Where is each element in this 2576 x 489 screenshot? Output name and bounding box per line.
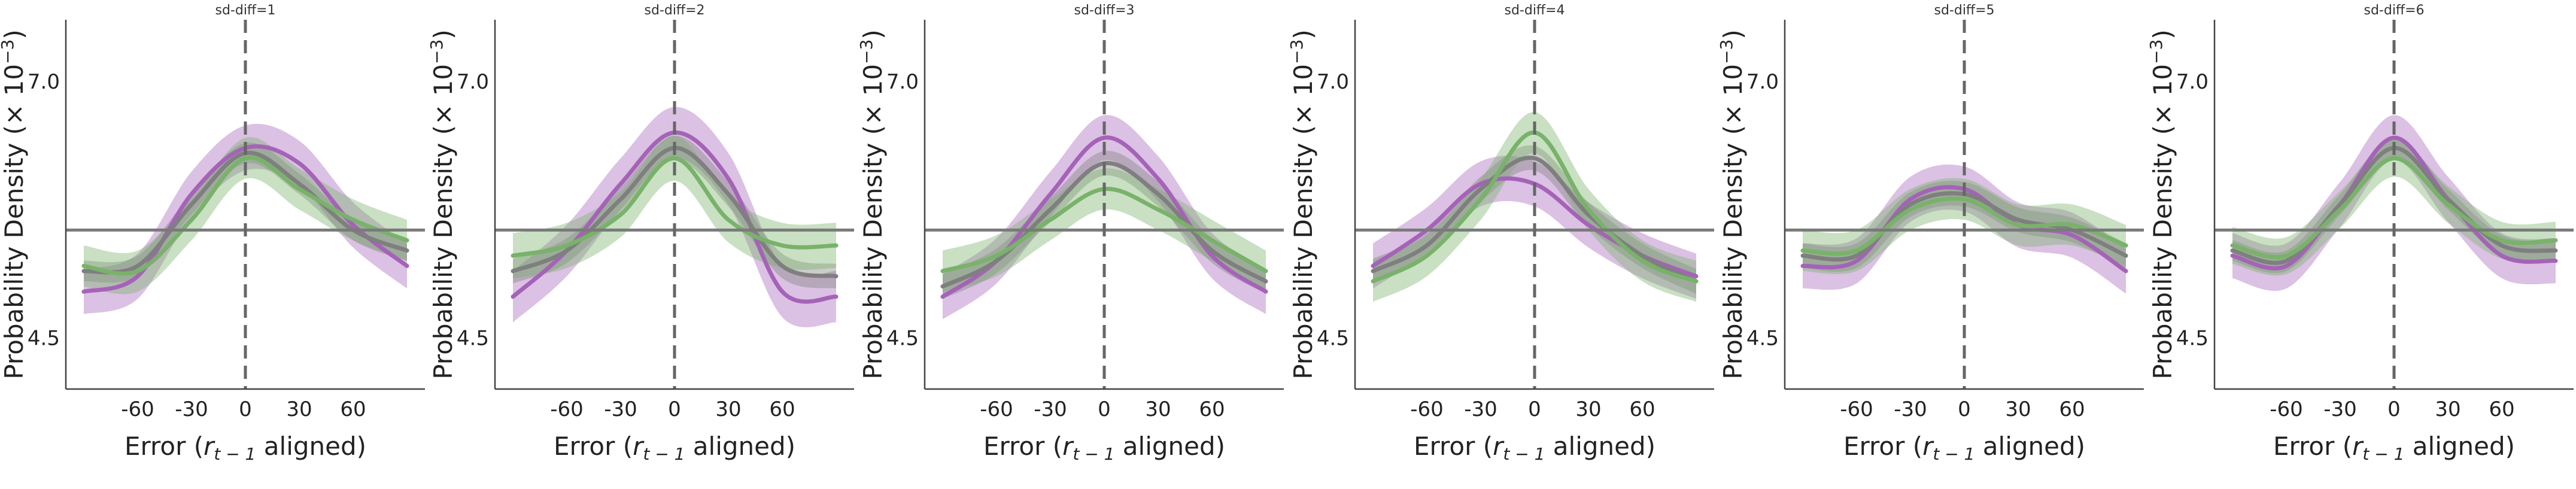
y-axis-label: Probability Density (× 10−3) xyxy=(856,29,888,379)
series-line-green xyxy=(1800,196,2128,256)
x-tick-label: 0 xyxy=(239,397,252,421)
x-tick-label: -30 xyxy=(1894,397,1927,421)
panel-title: sd-diff=6 xyxy=(2364,3,2424,18)
y-tick-label: 7.0 xyxy=(1746,70,1779,94)
y-tick-label: 4.5 xyxy=(1746,326,1779,350)
x-tick-label: 60 xyxy=(340,397,366,421)
panel-4: sd-diff=4 -60 -30 0 30 60 7.0 4.5 Error (rt − 1 … xyxy=(1287,3,1714,464)
x-tick-label: 30 xyxy=(715,397,741,421)
x-axis-label: Error (rt − 1 aligned) xyxy=(983,432,1225,464)
y-tick-label: 7.0 xyxy=(457,70,489,94)
band-purple xyxy=(2232,115,2556,291)
x-tick-label: -30 xyxy=(1034,397,1067,421)
x-tick-label: -60 xyxy=(121,397,154,421)
x-tick-label: 0 xyxy=(2387,397,2401,421)
confidence-bands xyxy=(1373,112,1696,302)
y-tick-label: 7.0 xyxy=(1317,70,1349,94)
y-axis-label: Probability Density (× 10−3) xyxy=(0,29,29,379)
y-tick-label: 4.5 xyxy=(1317,326,1349,350)
panel-title: sd-diff=2 xyxy=(644,3,704,18)
x-tick-label: -30 xyxy=(604,397,637,421)
band-purple xyxy=(943,115,1266,320)
x-axis-label: Error (rt − 1 aligned) xyxy=(1843,432,2085,464)
x-tick-label: 60 xyxy=(2059,397,2085,421)
x-tick-label: -60 xyxy=(980,397,1013,421)
x-tick-label: 30 xyxy=(1145,397,1171,421)
y-tick-label: 4.5 xyxy=(886,326,919,350)
panel-title: sd-diff=3 xyxy=(1074,3,1134,18)
band-purple xyxy=(84,123,407,314)
x-tick-label: -30 xyxy=(2323,397,2357,421)
panel-2: sd-diff=2 -60 -30 0 30 60 7.0 4.5 Error (rt − 1 … xyxy=(427,3,854,464)
x-tick-label: 30 xyxy=(1575,397,1601,421)
band-gray xyxy=(943,151,1266,299)
y-tick-label: 4.5 xyxy=(457,326,489,350)
y-axis-label: Probability Density (× 10−3) xyxy=(2146,29,2177,379)
x-tick-label: 60 xyxy=(1199,397,1225,421)
panel-3: sd-diff=3 -60 -30 0 30 60 7.0 4.5 Error (rt − 1 … xyxy=(856,3,1284,464)
panel-6: sd-diff=6 -60 -30 0 30 60 7.0 4.5 Error (rt − 1 … xyxy=(2146,3,2574,464)
x-tick-label: 60 xyxy=(769,397,795,421)
x-tick-label: 0 xyxy=(1098,397,1111,421)
x-tick-label: -60 xyxy=(550,397,584,421)
y-tick-label: 7.0 xyxy=(886,70,919,94)
band-gray xyxy=(1373,145,1696,294)
panel-title: sd-diff=4 xyxy=(1504,3,1565,18)
y-axis-label: Probability Density (× 10−3) xyxy=(1717,29,1748,379)
x-tick-label: 0 xyxy=(1528,397,1541,421)
x-axis-label: Error (rt − 1 aligned) xyxy=(554,432,795,464)
x-tick-label: 30 xyxy=(2435,397,2460,421)
band-green xyxy=(1373,112,1696,302)
series-line-green xyxy=(81,155,409,276)
x-tick-label: 60 xyxy=(2489,397,2514,421)
y-tick-label: 4.5 xyxy=(28,326,60,350)
x-axis-label: Error (rt − 1 aligned) xyxy=(1414,432,1655,464)
x-tick-label: -60 xyxy=(2270,397,2303,421)
y-axis-label: Probability Density (× 10−3) xyxy=(427,29,458,379)
x-tick-label: 30 xyxy=(2005,397,2031,421)
x-tick-label: 0 xyxy=(1958,397,1971,421)
panel-title: sd-diff=1 xyxy=(215,3,275,18)
x-axis-label: Error (rt − 1 aligned) xyxy=(2273,432,2515,464)
y-axis-label: Probability Density (× 10−3) xyxy=(1287,29,1318,379)
band-purple xyxy=(1373,156,1696,299)
x-tick-label: -30 xyxy=(175,397,208,421)
x-tick-label: 60 xyxy=(1629,397,1655,421)
band-green xyxy=(84,136,407,294)
series-line-purple xyxy=(2230,135,2558,271)
x-tick-label: -60 xyxy=(1410,397,1444,421)
series-line-gray xyxy=(1371,155,1699,284)
series-line-green xyxy=(511,156,839,258)
x-tick-label: -30 xyxy=(1464,397,1497,421)
band-green xyxy=(1803,178,2126,274)
y-tick-label: 7.0 xyxy=(2176,70,2209,94)
x-tick-label: 0 xyxy=(668,397,681,421)
x-tick-label: -60 xyxy=(1840,397,1873,421)
y-tick-label: 7.0 xyxy=(28,70,60,94)
panel-1: sd-diff=1 -60 -30 0 30 60 7.0 4.5 Error (rt − 1 … xyxy=(0,3,425,464)
panel-5: sd-diff=5 -60 -30 0 30 60 7.0 4.5 Error (rt − 1 … xyxy=(1717,3,2144,464)
panel-title: sd-diff=5 xyxy=(1934,3,1994,18)
series-line-green xyxy=(2230,156,2558,260)
x-tick-label: 30 xyxy=(286,397,312,421)
x-axis-label: Error (rt − 1 aligned) xyxy=(124,432,366,464)
y-tick-label: 4.5 xyxy=(2176,326,2209,350)
